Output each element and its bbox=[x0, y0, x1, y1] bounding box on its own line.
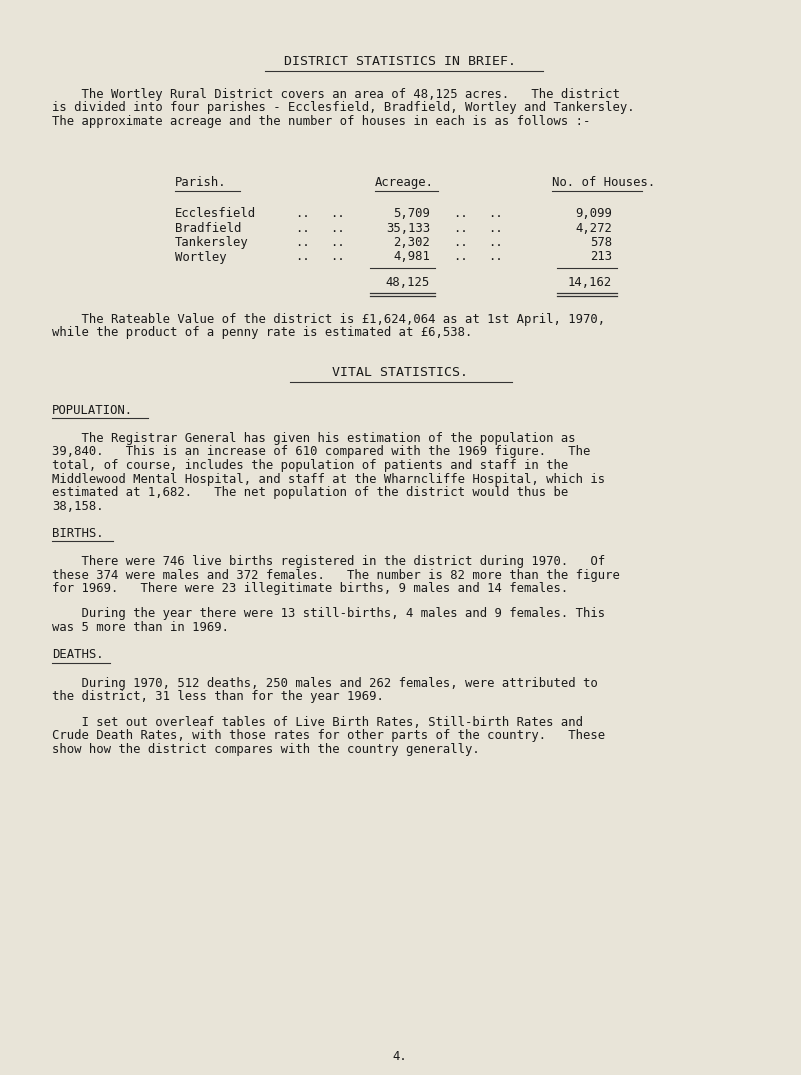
Text: is divided into four parishes - Ecclesfield, Bradfield, Wortley and Tankersley.: is divided into four parishes - Ecclesfi… bbox=[52, 101, 634, 115]
Text: while the product of a penny rate is estimated at £6,538.: while the product of a penny rate is est… bbox=[52, 326, 473, 339]
Text: There were 746 live births registered in the district during 1970.   Of: There were 746 live births registered in… bbox=[52, 555, 605, 568]
Text: The approximate acreage and the number of houses in each is as follows :-: The approximate acreage and the number o… bbox=[52, 115, 590, 128]
Text: the district, 31 less than for the year 1969.: the district, 31 less than for the year … bbox=[52, 690, 384, 703]
Text: DEATHS.: DEATHS. bbox=[52, 648, 103, 661]
Text: 35,133: 35,133 bbox=[386, 221, 430, 234]
Text: Parish.: Parish. bbox=[175, 176, 227, 189]
Text: 213: 213 bbox=[590, 250, 612, 263]
Text: 38,158.: 38,158. bbox=[52, 500, 103, 513]
Text: 4,981: 4,981 bbox=[393, 250, 430, 263]
Text: 4.: 4. bbox=[392, 1050, 408, 1063]
Text: The Rateable Value of the district is £1,624,064 as at 1st April, 1970,: The Rateable Value of the district is £1… bbox=[52, 313, 605, 326]
Text: ..: .. bbox=[330, 236, 344, 249]
Text: ..: .. bbox=[488, 207, 503, 220]
Text: ..: .. bbox=[488, 250, 503, 263]
Text: Tankersley: Tankersley bbox=[175, 236, 249, 249]
Text: VITAL STATISTICS.: VITAL STATISTICS. bbox=[332, 366, 468, 379]
Text: ..: .. bbox=[488, 221, 503, 234]
Text: 4,272: 4,272 bbox=[575, 221, 612, 234]
Text: Bradfield: Bradfield bbox=[175, 221, 241, 234]
Text: for 1969.   There were 23 illegitimate births, 9 males and 14 females.: for 1969. There were 23 illegitimate bir… bbox=[52, 582, 568, 594]
Text: was 5 more than in 1969.: was 5 more than in 1969. bbox=[52, 621, 229, 634]
Text: ..: .. bbox=[295, 250, 310, 263]
Text: ..: .. bbox=[330, 250, 344, 263]
Text: ..: .. bbox=[295, 221, 310, 234]
Text: No. of Houses.: No. of Houses. bbox=[552, 176, 655, 189]
Text: 5,709: 5,709 bbox=[393, 207, 430, 220]
Text: ..: .. bbox=[453, 250, 468, 263]
Text: ..: .. bbox=[453, 221, 468, 234]
Text: The Wortley Rural District covers an area of 48,125 acres.   The district: The Wortley Rural District covers an are… bbox=[52, 88, 620, 101]
Text: During 1970, 512 deaths, 250 males and 262 females, were attributed to: During 1970, 512 deaths, 250 males and 2… bbox=[52, 676, 598, 689]
Text: The Registrar General has given his estimation of the population as: The Registrar General has given his esti… bbox=[52, 432, 576, 445]
Text: POPULATION.: POPULATION. bbox=[52, 404, 133, 417]
Text: BIRTHS.: BIRTHS. bbox=[52, 527, 103, 540]
Text: these 374 were males and 372 females.   The number is 82 more than the figure: these 374 were males and 372 females. Th… bbox=[52, 569, 620, 582]
Text: Acreage.: Acreage. bbox=[375, 176, 434, 189]
Text: ..: .. bbox=[330, 221, 344, 234]
Text: 14,162: 14,162 bbox=[568, 275, 612, 288]
Text: 2,302: 2,302 bbox=[393, 236, 430, 249]
Text: ..: .. bbox=[453, 207, 468, 220]
Text: During the year there were 13 still-births, 4 males and 9 females. This: During the year there were 13 still-birt… bbox=[52, 607, 605, 620]
Text: ..: .. bbox=[295, 236, 310, 249]
Text: ..: .. bbox=[330, 207, 344, 220]
Text: Crude Death Rates, with those rates for other parts of the country.   These: Crude Death Rates, with those rates for … bbox=[52, 729, 605, 742]
Text: I set out overleaf tables of Live Birth Rates, Still-birth Rates and: I set out overleaf tables of Live Birth … bbox=[52, 716, 583, 729]
Text: 578: 578 bbox=[590, 236, 612, 249]
Text: Middlewood Mental Hospital, and staff at the Wharncliffe Hospital, which is: Middlewood Mental Hospital, and staff at… bbox=[52, 473, 605, 486]
Text: show how the district compares with the country generally.: show how the district compares with the … bbox=[52, 743, 480, 756]
Text: 9,099: 9,099 bbox=[575, 207, 612, 220]
Text: total, of course, includes the population of patients and staff in the: total, of course, includes the populatio… bbox=[52, 459, 568, 472]
Text: 39,840.   This is an increase of 610 compared with the 1969 figure.   The: 39,840. This is an increase of 610 compa… bbox=[52, 445, 590, 459]
Text: Ecclesfield: Ecclesfield bbox=[175, 207, 256, 220]
Text: ..: .. bbox=[295, 207, 310, 220]
Text: Wortley: Wortley bbox=[175, 250, 227, 263]
Text: estimated at 1,682.   The net population of the district would thus be: estimated at 1,682. The net population o… bbox=[52, 486, 568, 499]
Text: ..: .. bbox=[453, 236, 468, 249]
Text: 48,125: 48,125 bbox=[386, 275, 430, 288]
Text: DISTRICT STATISTICS IN BRIEF.: DISTRICT STATISTICS IN BRIEF. bbox=[284, 55, 516, 68]
Text: ..: .. bbox=[488, 236, 503, 249]
